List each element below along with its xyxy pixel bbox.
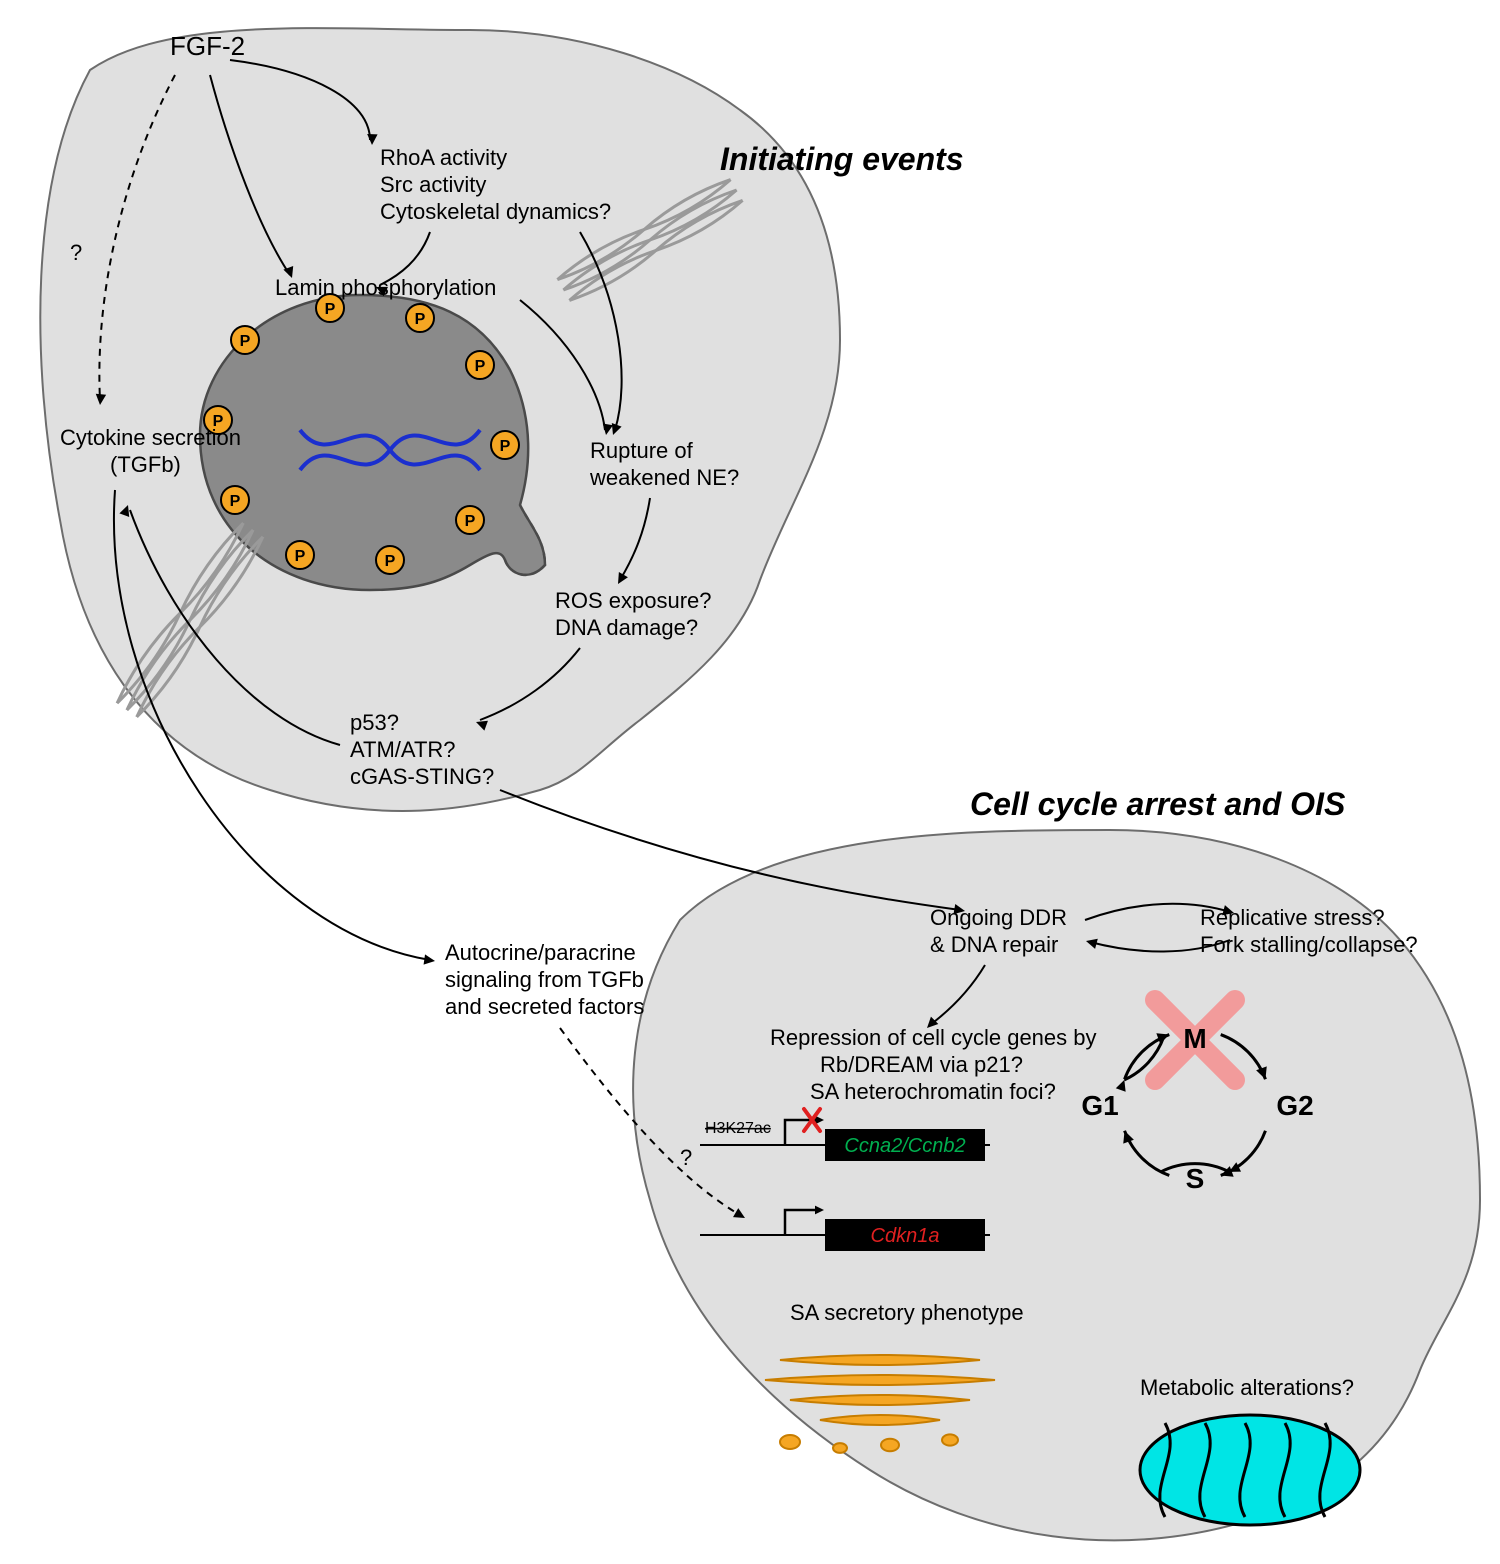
- golgi-stack: [780, 1355, 980, 1365]
- lamin-label: Lamin phosphorylation: [275, 275, 496, 300]
- phase-S: S: [1186, 1163, 1205, 1194]
- sa-secretory-label: SA secretory phenotype: [790, 1300, 1024, 1325]
- golgi-stack: [820, 1415, 940, 1425]
- gene2-label: Cdkn1a: [871, 1225, 940, 1247]
- phos-label: P: [475, 358, 486, 375]
- golgi-stack: [765, 1375, 995, 1385]
- p53-line3: cGAS-STING?: [350, 764, 494, 789]
- phos-label: P: [295, 548, 306, 565]
- autocrine-line2: signaling from TGFb: [445, 967, 644, 992]
- phase-G2: G2: [1276, 1090, 1313, 1121]
- p53-line1: p53?: [350, 710, 399, 735]
- cytokine-line2: (TGFb): [110, 452, 181, 477]
- rupture-line1: Rupture of: [590, 438, 694, 463]
- title-ois: Cell cycle arrest and OIS: [970, 786, 1346, 822]
- vesicle: [833, 1443, 847, 1453]
- phos-label: P: [500, 438, 511, 455]
- ros-line2: DNA damage?: [555, 615, 698, 640]
- rhoa-line1: RhoA activity: [380, 145, 507, 170]
- autocrine-line3: and secreted factors: [445, 994, 644, 1019]
- phos-label: P: [325, 301, 336, 318]
- question-mark: ?: [70, 240, 82, 265]
- phase-M: M: [1183, 1023, 1206, 1054]
- h3k27-label: H3K27ac: [705, 1120, 771, 1137]
- vesicle: [942, 1434, 958, 1445]
- cytokine-line1: Cytokine secretion: [60, 425, 241, 450]
- fgf2-label: FGF-2: [170, 31, 245, 61]
- phos-label: P: [415, 311, 426, 328]
- phos-label: P: [240, 333, 251, 350]
- metabolic-label: Metabolic alterations?: [1140, 1375, 1354, 1400]
- repress-line2: Rb/DREAM via p21?: [820, 1052, 1023, 1077]
- vesicle: [780, 1435, 800, 1449]
- rupture-line2: weakened NE?: [589, 465, 739, 490]
- rhoa-line2: Src activity: [380, 172, 486, 197]
- phos-label: P: [465, 513, 476, 530]
- phos-label: P: [230, 493, 241, 510]
- ddr-line2: & DNA repair: [930, 932, 1058, 957]
- vesicle: [881, 1439, 899, 1452]
- gene1-label: Ccna2/Ccnb2: [844, 1135, 965, 1157]
- title-initiating: Initiating events: [720, 141, 964, 177]
- question-mark-2: ?: [680, 1145, 692, 1170]
- p53-line2: ATM/ATR?: [350, 737, 456, 762]
- repress-line3: SA heterochromatin foci?: [810, 1079, 1056, 1104]
- rhoa-line3: Cytoskeletal dynamics?: [380, 199, 611, 224]
- rep-line2: Fork stalling/collapse?: [1200, 932, 1418, 957]
- rep-line1: Replicative stress?: [1200, 905, 1385, 930]
- ddr-line1: Ongoing DDR: [930, 905, 1067, 930]
- phos-label: P: [385, 553, 396, 570]
- repress-line1: Repression of cell cycle genes by: [770, 1025, 1097, 1050]
- phase-G1: G1: [1081, 1090, 1118, 1121]
- ros-line1: ROS exposure?: [555, 588, 712, 613]
- autocrine-line1: Autocrine/paracrine: [445, 940, 636, 965]
- golgi-stack: [790, 1395, 970, 1405]
